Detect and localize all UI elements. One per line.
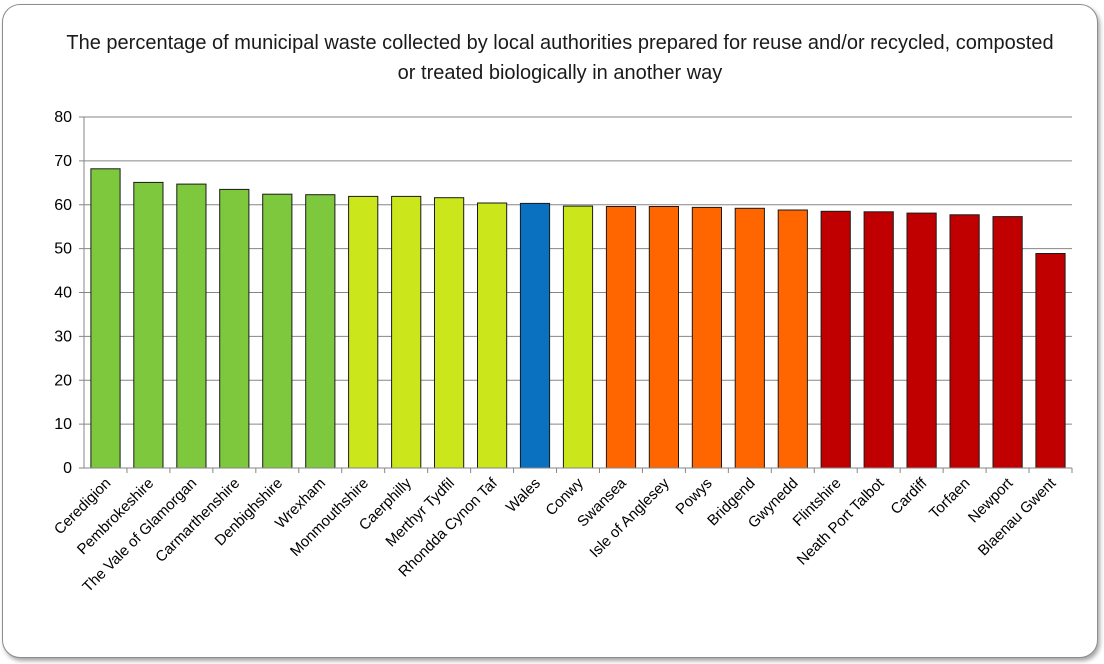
bar [734,207,765,469]
bar [519,202,551,469]
y-tick-label: 40 [54,285,72,302]
y-tick-label: 80 [54,109,72,126]
y-tick-label: 20 [54,372,72,389]
bar [219,188,250,469]
bar [477,202,508,469]
bar [949,214,980,469]
bar [133,181,164,469]
bar [1035,253,1066,469]
bar [262,193,293,469]
bar [305,194,336,469]
x-tick-label: Wales [503,475,544,516]
x-tick-label: Cardiff [887,474,931,518]
bar [562,205,594,469]
bar [906,212,937,469]
bar [176,183,207,469]
bar [863,211,894,469]
y-tick-label: 50 [54,241,72,258]
bar [777,209,808,469]
y-tick-label: 70 [54,153,72,170]
bar [434,197,465,469]
y-tick-label: 0 [63,460,72,477]
x-tick-label: Blaenau Gwent [975,474,1060,559]
bar [391,195,422,469]
y-tick-label: 30 [54,328,72,345]
y-tick-label: 10 [54,416,72,433]
bar [348,195,379,469]
axes [79,116,1073,473]
bar [992,216,1023,469]
bar [648,206,679,469]
bar [820,210,851,469]
x-tick-label: Pembrokeshire [74,475,157,558]
bar [605,206,637,469]
y-tick-label: 60 [54,197,72,214]
bar [90,168,121,469]
x-tick-label: Isle of Anglesey [586,474,673,561]
bar [691,206,722,469]
bars [90,168,1066,469]
chart-title: The percentage of municipal waste collec… [66,32,1054,84]
